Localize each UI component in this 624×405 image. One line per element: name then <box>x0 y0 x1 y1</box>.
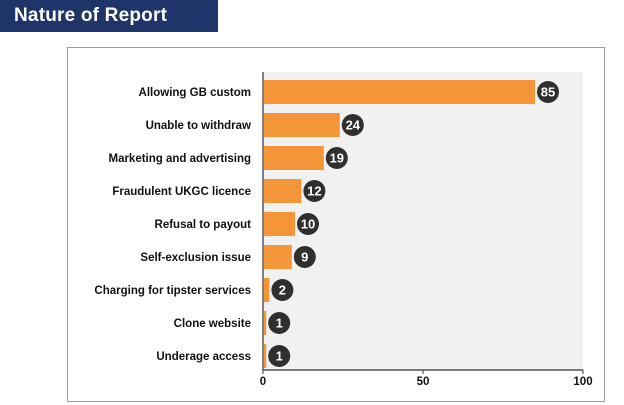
category-label: Marketing and advertising <box>108 153 251 165</box>
value-badge <box>341 114 364 136</box>
page-title: Nature of Report <box>0 0 218 32</box>
bar <box>264 179 302 203</box>
x-tick-label: 100 <box>573 376 592 388</box>
bar <box>264 278 270 302</box>
category-label: Charging for tipster services <box>94 285 251 297</box>
data-label: 9 <box>301 250 308 265</box>
data-label: 1 <box>276 316 283 331</box>
category-label: Clone website <box>174 318 251 330</box>
value-badge <box>297 213 319 235</box>
value-badge <box>293 246 316 268</box>
x-tick-label: 0 <box>260 376 266 388</box>
bar <box>264 80 535 104</box>
category-label: Underage access <box>156 351 251 363</box>
bar <box>264 212 295 236</box>
value-badge <box>303 180 326 202</box>
data-label: 24 <box>346 118 361 133</box>
data-label: 10 <box>301 217 315 232</box>
data-label: 19 <box>330 151 344 166</box>
category-label: Fraudulent UKGC licence <box>112 186 251 198</box>
bar <box>264 344 267 368</box>
value-badge <box>537 81 559 103</box>
value-badge <box>268 345 291 367</box>
value-badge <box>325 147 348 169</box>
value-badge <box>268 312 291 334</box>
category-label: Unable to withdraw <box>146 120 251 132</box>
bar <box>264 113 340 137</box>
bar <box>264 146 324 170</box>
bar <box>264 311 267 335</box>
category-label: Self-exclusion issue <box>140 252 251 264</box>
data-label: 1 <box>276 349 283 364</box>
bar <box>264 245 292 269</box>
category-label: Allowing GB custom <box>139 87 251 99</box>
data-label: 2 <box>279 283 286 298</box>
data-label: 12 <box>307 184 321 199</box>
category-label: Refusal to payout <box>155 219 252 231</box>
value-badge <box>271 279 294 301</box>
x-tick-label: 50 <box>417 376 430 388</box>
data-label: 85 <box>541 85 555 100</box>
